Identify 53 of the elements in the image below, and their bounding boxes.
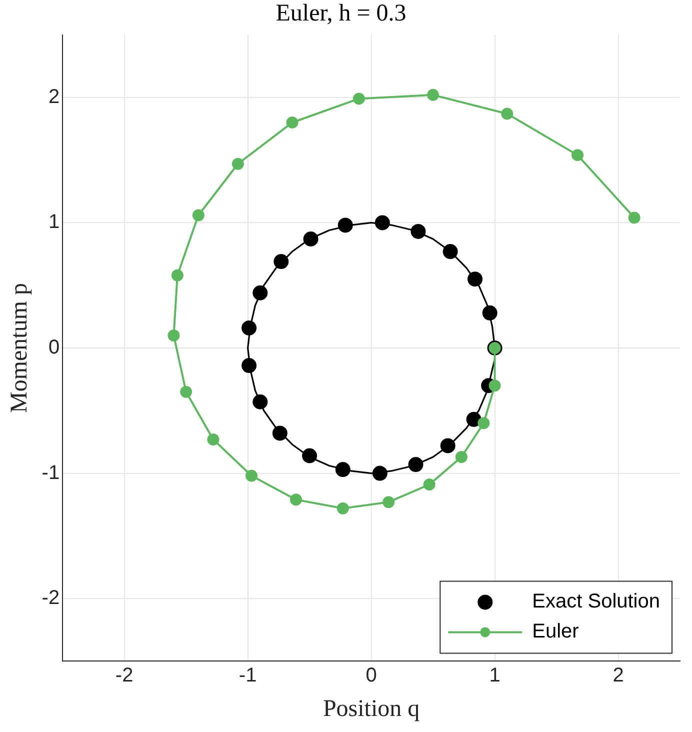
point bbox=[374, 215, 390, 230]
point bbox=[372, 466, 388, 481]
point bbox=[242, 320, 257, 336]
x-axis-title: Position q bbox=[322, 696, 420, 722]
point bbox=[252, 394, 268, 410]
point bbox=[628, 212, 640, 224]
legend-label: Exact Solution bbox=[532, 590, 660, 613]
legend-label: Euler bbox=[532, 620, 580, 643]
y-tick-label: 2 bbox=[48, 86, 60, 108]
y-tick-label: 1 bbox=[48, 211, 60, 234]
x-tick-label: 1 bbox=[489, 664, 500, 687]
point bbox=[468, 272, 483, 287]
point bbox=[442, 244, 458, 260]
point bbox=[290, 494, 302, 506]
point bbox=[274, 254, 289, 270]
point bbox=[232, 158, 244, 170]
x-tick-label: 0 bbox=[366, 664, 377, 687]
point bbox=[410, 224, 426, 239]
point bbox=[478, 417, 490, 430]
point bbox=[302, 448, 318, 464]
point bbox=[242, 358, 257, 374]
point bbox=[286, 116, 298, 128]
point bbox=[352, 92, 365, 105]
x-tick-label: -1 bbox=[238, 664, 257, 687]
point bbox=[338, 218, 353, 233]
point bbox=[423, 478, 436, 491]
point bbox=[180, 386, 192, 398]
point bbox=[335, 462, 350, 478]
point bbox=[488, 380, 501, 392]
point bbox=[440, 438, 456, 454]
point bbox=[382, 496, 395, 508]
y-tick-label: -2 bbox=[42, 587, 60, 610]
point bbox=[171, 269, 184, 282]
y-axis-title: Momentum p bbox=[6, 283, 33, 413]
y-tick-label: -1 bbox=[42, 462, 60, 484]
point bbox=[482, 305, 498, 320]
point bbox=[408, 457, 424, 472]
point bbox=[336, 502, 349, 514]
point bbox=[246, 470, 258, 482]
point bbox=[455, 450, 468, 463]
x-tick-label: -2 bbox=[115, 664, 134, 687]
chart-title: Euler, h = 0.3 bbox=[276, 0, 406, 27]
point bbox=[252, 285, 268, 300]
point bbox=[168, 329, 180, 342]
point bbox=[427, 88, 440, 101]
point bbox=[303, 232, 318, 247]
point bbox=[192, 209, 204, 222]
point bbox=[572, 149, 584, 162]
point bbox=[272, 426, 288, 441]
point bbox=[207, 433, 220, 446]
point bbox=[501, 108, 514, 120]
y-tick-label: 0 bbox=[48, 336, 60, 359]
x-tick-label: 2 bbox=[612, 664, 624, 687]
